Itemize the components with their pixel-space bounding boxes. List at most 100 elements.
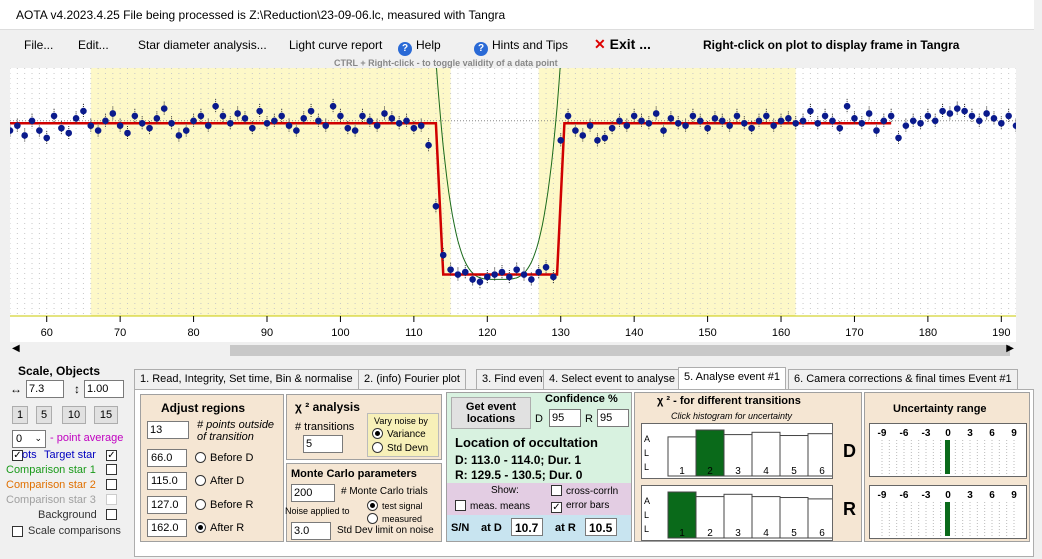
- histogram-bar: [695, 429, 725, 477]
- after-d-radio[interactable]: After D: [195, 475, 244, 487]
- vertical-scale-icon: ↕: [74, 382, 80, 396]
- x-tick-label: 150: [698, 327, 716, 339]
- scale-5-button[interactable]: 5: [36, 406, 52, 424]
- error-bars-checkbox[interactable]: ✓ error bars: [551, 500, 609, 513]
- tab-camera-corrections[interactable]: 6. Camera corrections & final times Even…: [788, 369, 1018, 389]
- tab-analyse-event[interactable]: 5. Analyse event #1: [678, 367, 787, 389]
- scroll-thumb[interactable]: [230, 345, 1010, 356]
- menu-light-curve-report[interactable]: Light curve report: [289, 38, 383, 52]
- point-average-select[interactable]: 0 ⌄: [12, 430, 46, 448]
- confidence-label: Confidence %: [545, 393, 618, 405]
- checkbox-icon: [551, 485, 562, 496]
- x-scale-spinner[interactable]: 7.3: [26, 380, 64, 398]
- tab-fourier[interactable]: 2. (info) Fourier plot: [358, 369, 466, 389]
- after-r-field[interactable]: 162.0: [147, 519, 187, 537]
- data-point: [836, 124, 844, 132]
- menu-exit[interactable]: ✕ Exit ...: [594, 36, 651, 53]
- variance-radio[interactable]: Variance: [372, 428, 426, 440]
- transitions-label: # transitions: [295, 421, 355, 433]
- d-confidence-spinner[interactable]: 95: [549, 409, 581, 427]
- d-histogram-svg[interactable]: ALL 1 2 3 4 5 6: [642, 424, 837, 478]
- checkbox-icon: [455, 500, 466, 511]
- before-r-field[interactable]: 127.0: [147, 496, 187, 514]
- std-devn-label: Std Devn: [387, 443, 429, 454]
- scale-10-button[interactable]: 10: [62, 406, 86, 424]
- data-point: [271, 117, 278, 125]
- get-event-locations-button[interactable]: Get event locations: [451, 397, 531, 429]
- data-point: [124, 129, 131, 137]
- menu-help[interactable]: ? Help: [398, 38, 441, 56]
- tab-read-integrity[interactable]: 1. Read, Integrity, Set time, Bin & norm…: [134, 369, 359, 389]
- target-star-checkbox[interactable]: ✓: [106, 450, 117, 461]
- data-point: [520, 271, 528, 278]
- std-devn-radio[interactable]: Std Devn: [372, 442, 428, 454]
- data-point: [601, 134, 609, 142]
- menu-exit-label: Exit ...: [609, 36, 651, 52]
- measured-radio[interactable]: measured: [367, 513, 422, 524]
- monte-carlo-trials-spinner[interactable]: 200: [291, 484, 335, 502]
- y-scale-spinner[interactable]: 1.00: [84, 380, 124, 398]
- radio-icon: [195, 499, 206, 510]
- data-point: [755, 117, 763, 125]
- data-point: [748, 124, 755, 132]
- after-r-label: After R: [210, 522, 245, 534]
- data-point: [417, 122, 425, 129]
- scale-1-button[interactable]: 1: [12, 406, 28, 424]
- data-point: [138, 119, 146, 127]
- cross-corrln-checkbox[interactable]: cross-corrln: [551, 485, 618, 497]
- meas-means-checkbox[interactable]: meas. means: [455, 500, 530, 512]
- scale-15-button[interactable]: 15: [94, 406, 118, 424]
- r-histogram-svg[interactable]: ALL 1 2 3 4 5 6: [642, 486, 837, 540]
- std-dev-limit-spinner[interactable]: 3.0: [291, 522, 331, 540]
- uncertainty-title: Uncertainty range: [893, 403, 987, 415]
- window-title: AOTA v4.2023.4.25 File being processed i…: [16, 8, 506, 22]
- points-outside-spinner[interactable]: 13: [147, 421, 189, 439]
- menu-edit[interactable]: Edit...: [78, 38, 109, 52]
- data-point: [461, 268, 469, 276]
- light-curve-plot[interactable]: 60 70 80 90 100 110 120 130 140 150 160 170 180 190: [6, 0, 1020, 342]
- data-point: [968, 112, 976, 120]
- comparison-star-1-checkbox[interactable]: [106, 464, 117, 475]
- plot-svg[interactable]: 60 70 80 90 100 110 120 130 140 150 160 170 180 190: [6, 0, 1020, 342]
- before-r-radio[interactable]: Before R: [195, 499, 253, 511]
- d-location-text: D: 113.0 - 114.0; Dur. 1: [455, 453, 582, 467]
- dots-checkbox[interactable]: ✓: [12, 450, 23, 461]
- histogram-bar-label: 2: [707, 466, 713, 477]
- data-point: [763, 112, 770, 120]
- menu-hints[interactable]: ? Hints and Tips: [474, 38, 568, 56]
- data-point: [28, 117, 36, 125]
- test-signal-label: test signal: [382, 501, 423, 511]
- r-confidence-spinner[interactable]: 95: [597, 409, 629, 427]
- before-d-radio[interactable]: Before D: [195, 452, 253, 464]
- background-checkbox[interactable]: [106, 509, 117, 520]
- comparison-star-2-checkbox[interactable]: [106, 479, 117, 490]
- scroll-right-icon[interactable]: ▶: [1006, 343, 1014, 354]
- all-label: L: [644, 462, 649, 472]
- data-point: [682, 122, 689, 129]
- before-d-field[interactable]: 66.0: [147, 449, 187, 467]
- menu-star-diameter[interactable]: Star diameter analysis...: [138, 38, 267, 52]
- data-point: [102, 117, 109, 125]
- data-point: [741, 119, 748, 127]
- plot-scrollbar[interactable]: ◀ ▶: [10, 342, 1016, 358]
- test-signal-radio[interactable]: test signal: [367, 500, 423, 511]
- menu-file[interactable]: File...: [24, 38, 54, 52]
- after-r-radio[interactable]: After R: [195, 522, 244, 534]
- data-point: [182, 127, 190, 134]
- data-point: [689, 112, 697, 120]
- tab-select-event[interactable]: 4. Select event to analyse: [543, 369, 681, 389]
- scale-comparisons-checkbox[interactable]: [12, 526, 23, 537]
- histogram-bar: [807, 498, 837, 539]
- menu-help-label: Help: [416, 38, 441, 52]
- transitions-spinner[interactable]: 5: [303, 435, 343, 453]
- monte-carlo-title: Monte Carlo parameters: [291, 468, 417, 480]
- data-point: [432, 202, 440, 210]
- data-point: [652, 110, 660, 117]
- scroll-left-icon[interactable]: ◀: [12, 343, 20, 354]
- data-point: [777, 117, 785, 125]
- after-d-field[interactable]: 115.0: [147, 472, 187, 490]
- data-point: [895, 134, 902, 142]
- adjust-regions-panel: Adjust regions 13 # points outside of tr…: [140, 394, 284, 542]
